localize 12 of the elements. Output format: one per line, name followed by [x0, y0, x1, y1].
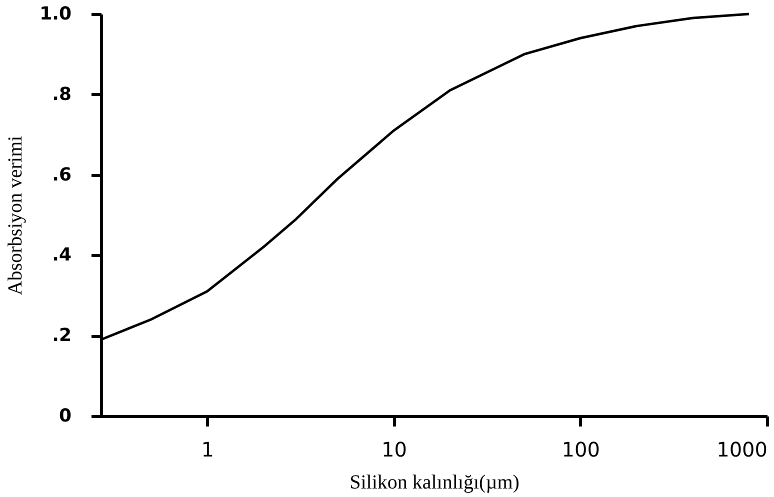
- y-tick-label: 0: [58, 406, 72, 426]
- x-axis-title: Silikon kalınlığı(µm): [350, 472, 520, 494]
- x-tick-label: 1: [201, 438, 214, 462]
- x-tick-label: 1000: [716, 438, 768, 462]
- x-tick-label: 100: [562, 438, 600, 462]
- y-tick-label: .8: [52, 84, 72, 105]
- y-tick-label: .6: [52, 164, 72, 186]
- y-axis-title: Absorbsiyon verimi: [4, 135, 27, 296]
- y-tick-label: 1.0: [40, 4, 72, 24]
- x-tick-label: 10: [382, 438, 407, 462]
- y-tick-label: .2: [52, 325, 72, 346]
- y-tick-label: .4: [52, 244, 72, 266]
